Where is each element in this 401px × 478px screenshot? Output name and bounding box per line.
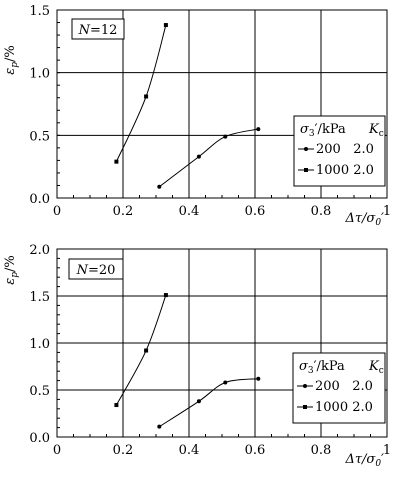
- data-point-dot: [256, 127, 261, 132]
- series-line-1: [158, 128, 259, 188]
- y-tick-label: 2.0: [29, 243, 50, 258]
- x-tick-label: 0.8: [311, 204, 332, 219]
- y-axis-label: εp/%: [3, 255, 20, 284]
- chart-panel-2: 0 0.2 0.4 0.6 0.8 1 0.0 0.5 1.0 1.5 2.0 Δτ/σ0′ εp/% N…: [3, 243, 391, 469]
- x-tick-label: 0.6: [245, 204, 266, 219]
- panel-label: N=20: [76, 263, 116, 278]
- series-line-2: [115, 294, 167, 406]
- legend-entry-1: 200 2.0: [315, 379, 373, 394]
- data-point-dot: [223, 380, 228, 385]
- x-tick-label: 0.2: [113, 443, 134, 458]
- y-axis-label: εp/%: [3, 45, 20, 74]
- legend-entry-2: 1000 2.0: [315, 400, 373, 415]
- chart-panel-1: 0 0.2 0.4 0.6 0.8 1 0.0 0.5 1.0 1.5 Δτ/σ0′ εp/% N=12…: [3, 4, 391, 228]
- data-point-square: [144, 94, 149, 99]
- x-tick-label: 0.4: [179, 204, 200, 219]
- data-point-dot: [157, 424, 162, 429]
- legend-marker-square: [304, 168, 308, 172]
- x-tick-label: 0.8: [311, 443, 332, 458]
- legend-header-right: Kc: [368, 122, 384, 139]
- y-tick-label: 0.0: [29, 192, 50, 207]
- data-point-dot: [157, 184, 162, 189]
- legend-entry-1: 200 2.0: [316, 142, 374, 157]
- data-point-dot: [196, 399, 201, 404]
- legend-box: [292, 352, 386, 424]
- legend-header-right: Kc: [368, 359, 384, 376]
- data-point-square: [163, 23, 168, 28]
- x-tick-label: 0.6: [245, 443, 266, 458]
- data-point-dot: [256, 376, 261, 381]
- series-line-2: [115, 24, 167, 162]
- y-tick-label: 1.5: [29, 290, 50, 305]
- legend-box: [293, 115, 386, 187]
- data-point-dot: [223, 134, 228, 139]
- panel-label-box: [68, 258, 124, 280]
- x-axis-label: Δτ/σ0′: [344, 452, 384, 469]
- x-axis-label: Δτ/σ0′: [344, 211, 384, 228]
- legend-marker-dot: [304, 147, 308, 151]
- x-tick-label: 0: [53, 443, 61, 458]
- y-tick-label: 0.5: [29, 129, 50, 144]
- x-tick-label: 0.4: [179, 443, 200, 458]
- x-tick-label: 1: [383, 443, 391, 458]
- y-tick-label: 1.0: [29, 67, 50, 82]
- legend-entry-2: 1000 2.0: [316, 163, 374, 178]
- legend-header-left: σ3′/kPa: [299, 359, 345, 376]
- y-tick-label: 0.5: [29, 384, 50, 399]
- legend-header-left: σ3′/kPa: [300, 122, 346, 139]
- y-tick-label: 0.0: [29, 431, 50, 446]
- x-tick-label: 1: [383, 204, 391, 219]
- x-tick-label: 0.2: [113, 204, 134, 219]
- panel-label-box: [71, 18, 125, 40]
- data-point-square: [114, 403, 119, 408]
- y-tick-label: 1.5: [29, 4, 50, 19]
- legend-marker-dot: [303, 384, 307, 388]
- data-point-dot: [196, 154, 201, 159]
- y-tick-label: 1.0: [29, 337, 50, 352]
- series-line-1: [159, 378, 259, 428]
- data-point-square: [163, 293, 168, 298]
- legend-marker-square: [303, 405, 307, 409]
- x-tick-label: 0: [53, 204, 61, 219]
- data-point-square: [144, 348, 149, 353]
- data-point-square: [114, 159, 119, 164]
- panel-label: N=12: [78, 23, 118, 38]
